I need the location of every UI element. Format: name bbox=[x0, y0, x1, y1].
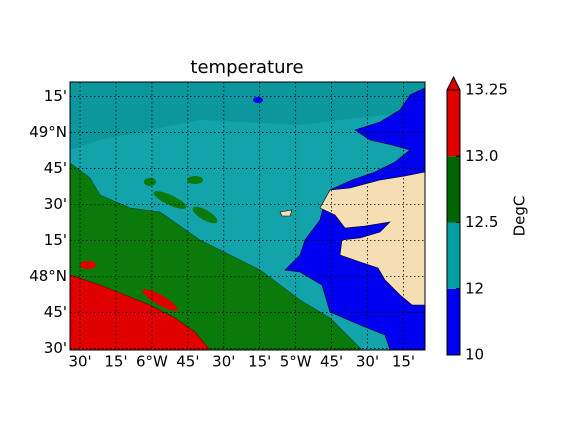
colorbar-segment bbox=[447, 90, 460, 157]
island bbox=[279, 209, 293, 217]
y-tick-label: 49°N bbox=[29, 123, 67, 141]
green-patch bbox=[144, 178, 156, 186]
x-tick-label: 30' bbox=[68, 353, 91, 371]
x-tick-label: 30' bbox=[356, 353, 379, 371]
green-patch bbox=[192, 206, 218, 224]
x-tick-label: 45' bbox=[176, 353, 199, 371]
x-tick-label: 15' bbox=[248, 353, 271, 371]
map-title: temperature bbox=[190, 57, 303, 78]
land bbox=[319, 171, 425, 306]
y-tick-label: 48°N bbox=[29, 267, 67, 285]
green-patch bbox=[187, 176, 203, 184]
red-patch bbox=[80, 261, 96, 269]
red-zone bbox=[70, 274, 211, 350]
blue-patch bbox=[253, 97, 263, 103]
colorbar-segment bbox=[447, 156, 460, 223]
colorbar-label: DegC bbox=[511, 196, 529, 237]
red-patch bbox=[142, 289, 178, 311]
colorbar-tick-label: 13.25 bbox=[465, 81, 508, 99]
y-tick-label: 30' bbox=[44, 195, 67, 213]
x-tick-label: 15' bbox=[104, 353, 127, 371]
colorbar-tick-label: 12 bbox=[465, 279, 484, 297]
x-tick-label: 5°W bbox=[280, 353, 312, 371]
map-frame bbox=[69, 81, 426, 351]
colorbar-segment bbox=[447, 288, 460, 355]
colorbar-extend bbox=[446, 75, 461, 91]
map-field bbox=[70, 82, 425, 350]
colorbar-tick-label: 13.0 bbox=[465, 147, 498, 165]
colorbar-segment bbox=[447, 222, 460, 289]
y-tick-label: 15' bbox=[44, 87, 67, 105]
x-tick-label: 15' bbox=[392, 353, 415, 371]
x-tick-label: 45' bbox=[320, 353, 343, 371]
x-tick-label: 30' bbox=[212, 353, 235, 371]
x-tick-label: 6°W bbox=[136, 353, 168, 371]
y-tick-label: 45' bbox=[44, 159, 67, 177]
colorbar-tick-label: 12.5 bbox=[465, 213, 498, 231]
y-tick-label: 15' bbox=[44, 231, 67, 249]
colorbar-tick-label: 10 bbox=[465, 346, 484, 364]
sea-shade bbox=[70, 82, 425, 150]
y-tick-label: 45' bbox=[44, 303, 67, 321]
y-tick-label: 30' bbox=[44, 339, 67, 357]
